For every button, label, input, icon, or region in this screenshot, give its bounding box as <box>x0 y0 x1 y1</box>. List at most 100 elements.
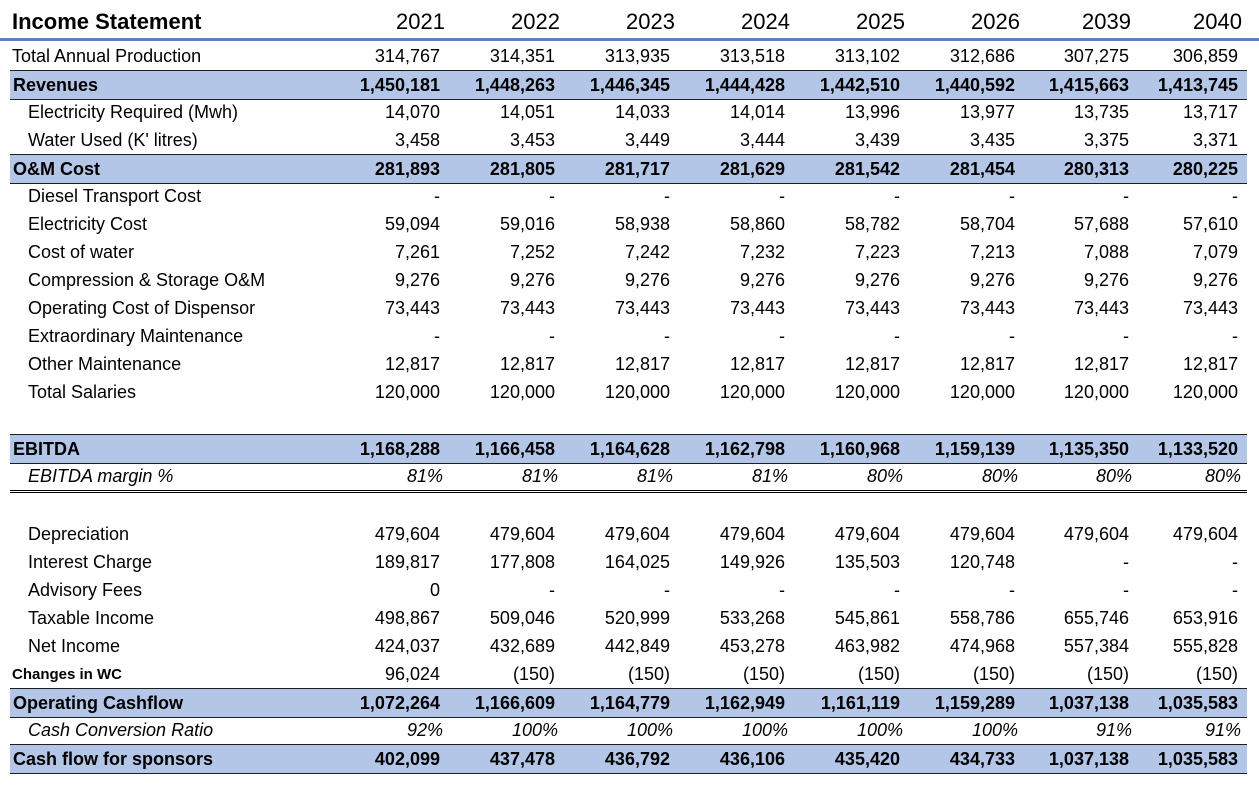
row-label: Diesel Transport Cost <box>28 185 202 206</box>
value-2025: 463,982 <box>834 635 900 656</box>
value-2022: 1,166,458 <box>474 438 555 459</box>
row-ebitda-margin: EBITDA margin % 81% 81% 81% 81% 80% 80% 80% 80% <box>10 462 1247 493</box>
year-header-2026: 2026 <box>971 9 1020 34</box>
row-compression-storage-om: Compression & Storage O&M 9,276 9,276 9,276… <box>0 266 1259 294</box>
row-operating-cost-dispensor: Operating Cost of Dispensor 73,443 73,443 7… <box>0 294 1259 322</box>
value-2022: 1,166,609 <box>474 692 555 713</box>
row-cash-conversion-ratio: Cash Conversion Ratio 92% 100% 100% 100% 100%… <box>0 716 1259 744</box>
value-2026: 13,977 <box>959 101 1015 122</box>
value-2022: 509,046 <box>489 607 555 628</box>
value-2023: 100% <box>626 719 673 740</box>
value-2040: - <box>1232 185 1238 206</box>
value-2025: 479,604 <box>834 523 900 544</box>
value-2025: 100% <box>856 719 903 740</box>
value-2023: 14,033 <box>614 101 670 122</box>
row-label: Cost of water <box>28 241 135 262</box>
value-2026: - <box>1009 325 1015 346</box>
value-2022: 59,016 <box>499 213 555 234</box>
value-2023: - <box>664 579 670 600</box>
value-2040: 57,610 <box>1182 213 1238 234</box>
row-label: Electricity Cost <box>28 213 148 234</box>
row-label: Advisory Fees <box>28 579 143 600</box>
value-2039: 1,037,138 <box>1048 692 1129 713</box>
value-2024: (150) <box>742 663 785 684</box>
value-2023: 58,938 <box>614 213 670 234</box>
value-2026: 312,686 <box>949 45 1015 66</box>
value-2021: 12,817 <box>384 353 440 374</box>
value-2039: 1,037,138 <box>1048 748 1129 769</box>
value-2024: 120,000 <box>719 381 785 402</box>
value-2022: 432,689 <box>489 635 555 656</box>
value-2024: 1,162,798 <box>704 438 785 459</box>
row-label: Changes in WC <box>12 665 123 683</box>
value-2026: 1,159,289 <box>934 692 1015 713</box>
year-header-2025: 2025 <box>856 9 905 34</box>
value-2040: - <box>1232 579 1238 600</box>
value-2025: (150) <box>857 663 900 684</box>
value-2040: 91% <box>1204 719 1241 740</box>
value-2021: 96,024 <box>384 663 440 684</box>
value-2039: 280,313 <box>1063 158 1129 179</box>
value-2021: 3,458 <box>394 129 440 150</box>
value-2021: 120,000 <box>374 381 440 402</box>
value-2025: 1,160,968 <box>819 438 900 459</box>
value-2022: 73,443 <box>499 297 555 318</box>
value-2024: 9,276 <box>739 269 785 290</box>
value-2023: 81% <box>636 465 673 486</box>
value-2022: 7,252 <box>509 241 555 262</box>
value-2039: 3,375 <box>1083 129 1129 150</box>
row-label: EBITDA <box>13 438 80 459</box>
value-2023: - <box>664 325 670 346</box>
value-2022: 100% <box>511 719 558 740</box>
value-2039: 655,746 <box>1063 607 1129 628</box>
value-2023: 12,817 <box>614 353 670 374</box>
year-header-2024: 2024 <box>741 9 790 34</box>
value-2026: 474,968 <box>949 635 1015 656</box>
row-label: Water Used (K' litres) <box>28 129 198 150</box>
value-2039: 80% <box>1095 465 1132 486</box>
row-label: Electricity Required (Mwh) <box>28 101 239 122</box>
value-2026: 3,435 <box>969 129 1015 150</box>
value-2022: 9,276 <box>509 269 555 290</box>
value-2040: - <box>1232 325 1238 346</box>
value-2023: - <box>664 185 670 206</box>
value-2026: 1,440,592 <box>934 74 1015 95</box>
value-2022: 437,478 <box>489 748 555 769</box>
value-2024: 14,014 <box>729 101 785 122</box>
value-2039: 120,000 <box>1063 381 1129 402</box>
value-2039: 307,275 <box>1063 45 1129 66</box>
row-label: Operating Cost of Dispensor <box>28 297 256 318</box>
value-2021: 314,767 <box>374 45 440 66</box>
row-cost-of-water: Cost of water 7,261 7,252 7,242 7,232 7,223 7,… <box>0 238 1259 266</box>
value-2024: 453,278 <box>719 635 785 656</box>
value-2023: 520,999 <box>604 607 670 628</box>
value-2022: 3,453 <box>509 129 555 150</box>
value-2023: 7,242 <box>624 241 670 262</box>
value-2023: 73,443 <box>614 297 670 318</box>
row-revenues: Revenues 1,450,181 1,448,263 1,446,345 1,444… <box>10 70 1247 100</box>
value-2025: 313,102 <box>834 45 900 66</box>
row-label: Interest Charge <box>28 551 153 572</box>
row-label: Other Maintenance <box>28 353 182 374</box>
value-2021: 402,099 <box>374 748 440 769</box>
value-2022: - <box>549 325 555 346</box>
value-2039: 73,443 <box>1073 297 1129 318</box>
row-label: Depreciation <box>28 523 130 544</box>
value-2039: 479,604 <box>1063 523 1129 544</box>
value-2021: - <box>434 325 440 346</box>
value-2021: - <box>434 185 440 206</box>
value-2024: 3,444 <box>739 129 785 150</box>
value-2040: 7,079 <box>1192 241 1238 262</box>
year-header-2023: 2023 <box>626 9 675 34</box>
value-2025: 13,996 <box>844 101 900 122</box>
value-2022: (150) <box>512 663 555 684</box>
row-label: Operating Cashflow <box>13 692 184 713</box>
value-2022: 281,805 <box>489 158 555 179</box>
value-2023: 479,604 <box>604 523 670 544</box>
value-2022: 479,604 <box>489 523 555 544</box>
value-2026: 12,817 <box>959 353 1015 374</box>
value-2039: 1,415,663 <box>1048 74 1129 95</box>
value-2040: 1,133,520 <box>1157 438 1238 459</box>
value-2040: (150) <box>1195 663 1238 684</box>
